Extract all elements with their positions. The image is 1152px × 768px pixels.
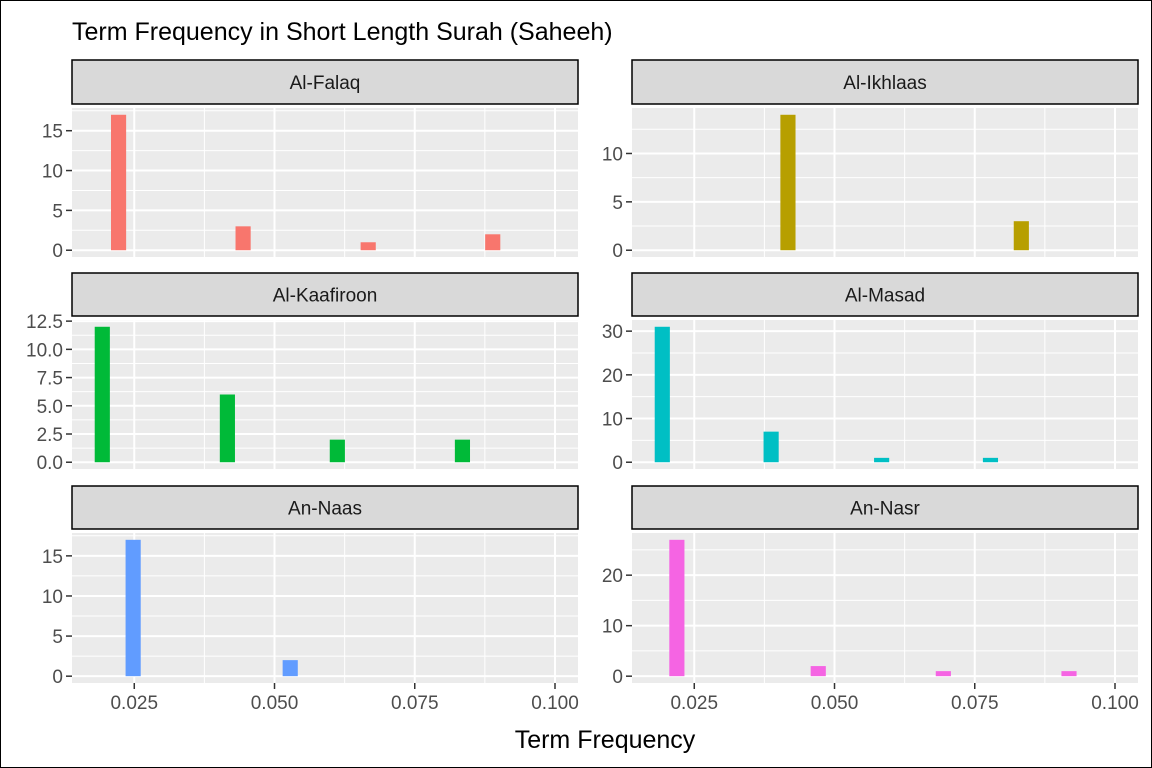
histogram-bar (329, 439, 345, 463)
x-tick-label: 0.050 (811, 693, 859, 714)
panel-background (632, 320, 1138, 469)
facet-al-masad: Al-Masad 0 10 20 30 (602, 272, 1139, 474)
x-tick-label: 0.100 (1091, 693, 1139, 714)
y-tick-label: 10 (42, 587, 63, 608)
facet-strip (71, 272, 579, 317)
facet-strip (71, 485, 579, 530)
y-tick-label: 0 (52, 667, 63, 688)
x-tick-label: 0.075 (391, 693, 439, 714)
y-tick-label: 20 (602, 366, 623, 387)
x-tick-label: 0.025 (110, 693, 158, 714)
y-tick-label: 0 (52, 241, 63, 262)
y-tick-label: 0 (612, 453, 623, 474)
y-tick-label: 10 (602, 617, 623, 638)
facet-strip (631, 485, 1139, 530)
histogram-bar (1061, 671, 1077, 677)
panel-background (632, 108, 1138, 257)
panel-background (72, 108, 578, 257)
y-tick-label: 2.5 (37, 425, 63, 446)
panel-background (632, 533, 1138, 683)
y-tick-label: 12.5 (26, 312, 63, 333)
y-tick-label: 15 (42, 547, 63, 568)
y-tick-label: 15 (42, 122, 63, 143)
panel-background (72, 320, 578, 469)
facet-al-kaafiroon: Al-Kaafiroon 0.0 2.5 5.0 7.5 10.0 12.5 (26, 272, 579, 474)
facet-al-ikhlaas: Al-Ikhlaas 0 5 10 (602, 59, 1139, 262)
facet-strip (631, 59, 1139, 105)
y-tick-label: 0.0 (37, 453, 63, 474)
y-tick-label: 10.0 (26, 340, 63, 361)
histogram-bar (94, 326, 110, 463)
histogram-bar (219, 394, 235, 463)
histogram-bar (235, 226, 251, 251)
facet-strip-label: Al-Falaq (290, 73, 361, 94)
x-axis-label: Term Frequency (515, 726, 696, 754)
histogram-bar (780, 114, 796, 251)
facet-strip-label: Al-Ikhlaas (843, 73, 926, 94)
facet-an-naas: An-Naas 0.025 0.050 0.075 0.100 0 5 10 15 (42, 485, 579, 714)
histogram-bar (282, 660, 298, 677)
x-tick-label: 0.100 (531, 693, 579, 714)
histogram-bar (110, 114, 127, 251)
x-tick-label: 0.050 (251, 693, 299, 714)
histogram-bar (485, 234, 501, 251)
facet-strip (71, 59, 579, 105)
histogram-bar (874, 457, 890, 463)
y-tick-label: 5 (52, 201, 63, 222)
y-tick-label: 10 (602, 410, 623, 431)
histogram-bar (1013, 221, 1029, 251)
histogram-bar (982, 457, 999, 463)
facet-al-falaq: Al-Falaq 0 5 10 15 (42, 59, 579, 262)
facet-strip (631, 272, 1139, 317)
panel-background (72, 533, 578, 683)
facet-strip-label: An-Naas (288, 499, 362, 520)
y-tick-label: 0 (612, 241, 623, 262)
y-tick-label: 5 (52, 627, 63, 648)
histogram-bar (125, 539, 141, 677)
y-tick-label: 20 (602, 566, 623, 587)
y-tick-label: 10 (42, 162, 63, 183)
histogram-bar (669, 539, 685, 677)
y-tick-label: 5.0 (37, 397, 63, 418)
facet-strip-label: An-Nasr (850, 499, 920, 520)
histogram-bar (763, 431, 779, 463)
chart-title: Term Frequency in Short Length Surah (Sa… (72, 18, 613, 46)
facet-an-nasr: An-Nasr 0.025 0.050 0.075 0.100 0 10 20 (602, 485, 1139, 714)
histogram-bar (935, 671, 951, 677)
y-tick-label: 10 (602, 144, 623, 165)
y-tick-label: 0 (612, 667, 623, 688)
histogram-bar (360, 242, 376, 251)
y-tick-label: 30 (602, 322, 623, 343)
x-tick-label: 0.075 (951, 693, 999, 714)
y-tick-label: 7.5 (37, 369, 63, 390)
histogram-bar (810, 666, 826, 677)
x-tick-label: 0.025 (670, 693, 718, 714)
facet-strip-label: Al-Kaafiroon (273, 286, 378, 307)
histogram-bar (654, 326, 670, 463)
facet-strip-label: Al-Masad (845, 286, 925, 307)
y-tick-label: 5 (612, 193, 623, 214)
histogram-bar (454, 439, 471, 463)
